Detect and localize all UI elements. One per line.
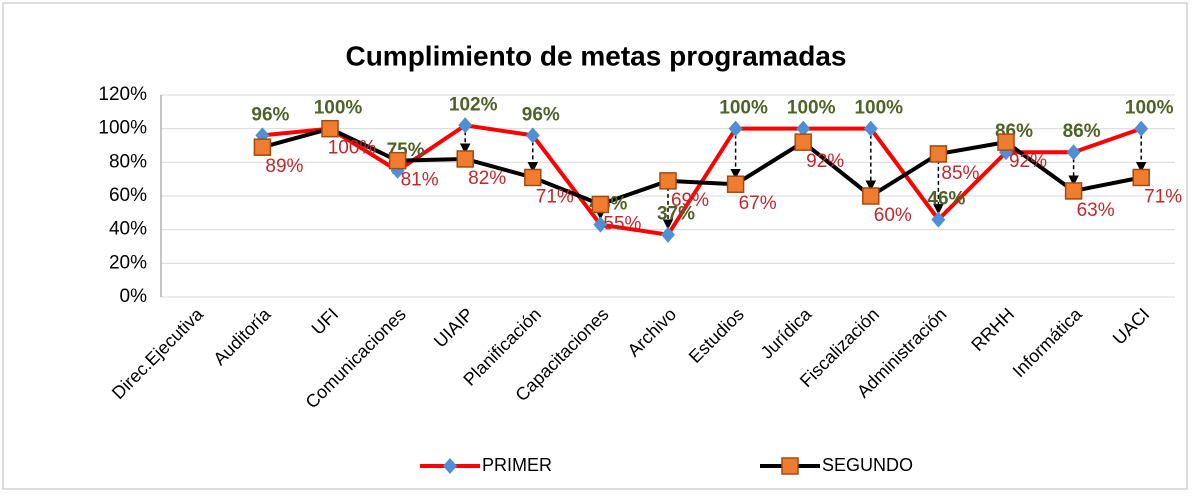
data-label: 71% [1144,186,1182,207]
legend-label: PRIMER [482,455,552,475]
series-line [261,126,1142,207]
data-label: 96% [522,104,560,125]
data-label: 100% [787,98,836,119]
data-label: 63% [1077,200,1115,221]
diamond-marker [863,120,878,137]
data-label: 71% [536,186,574,207]
square-marker [997,133,1015,151]
square-marker [321,119,339,138]
diamond-marker [931,211,946,228]
data-label: 67% [739,193,777,214]
diamond-marker [796,120,811,137]
data-label: 69% [671,190,709,211]
diamond-marker [661,226,675,243]
data-label: 60% [874,205,912,226]
square-marker [794,133,812,151]
y-tick-label: 120% [98,84,147,105]
square-marker [659,172,677,190]
data-label: 92% [806,151,844,172]
square-marker [726,175,745,193]
data-label: 81% [401,170,439,191]
square-marker [253,138,272,156]
data-label: 100% [328,138,377,159]
data-label: 46% [927,189,965,210]
y-tick-label: 40% [109,219,147,240]
chart-title: Cumplimiento de metas programadas [345,40,846,71]
data-label: 37% [657,204,695,225]
square-marker [862,187,880,205]
diamond-marker [1066,144,1081,161]
diamond-marker [593,216,608,233]
square-marker [591,195,610,214]
data-label: 100% [314,98,363,119]
square-marker [1132,168,1150,187]
square-marker [781,457,799,475]
data-label: 89% [265,156,303,177]
square-marker [388,151,407,170]
y-tick-label: 100% [98,118,147,139]
data-label: 100% [1125,98,1174,119]
square-marker [456,150,474,168]
data-label: 96% [251,104,289,125]
legend-label: SEGUNDO [822,455,913,475]
data-label: 55% [603,213,641,234]
diamond-marker [728,120,743,137]
data-label: 102% [449,94,498,115]
data-label: 85% [941,163,979,184]
square-marker [524,168,542,187]
chart-frame [2,2,1188,490]
diamond-marker [525,127,540,144]
data-label: 100% [719,98,768,119]
data-label: 82% [468,168,506,189]
data-label: 86% [1063,121,1101,142]
diamond-marker [1134,120,1149,137]
y-tick-label: 20% [109,252,147,273]
data-label: 100% [854,98,903,119]
data-label: 92% [1009,151,1047,172]
y-tick-label: 60% [109,185,147,206]
diamond-marker [443,458,457,474]
square-marker [929,145,948,163]
square-marker [1064,182,1083,200]
y-tick-label: 80% [109,151,147,172]
y-tick-label: 0% [120,286,148,307]
diamond-marker [458,117,473,134]
